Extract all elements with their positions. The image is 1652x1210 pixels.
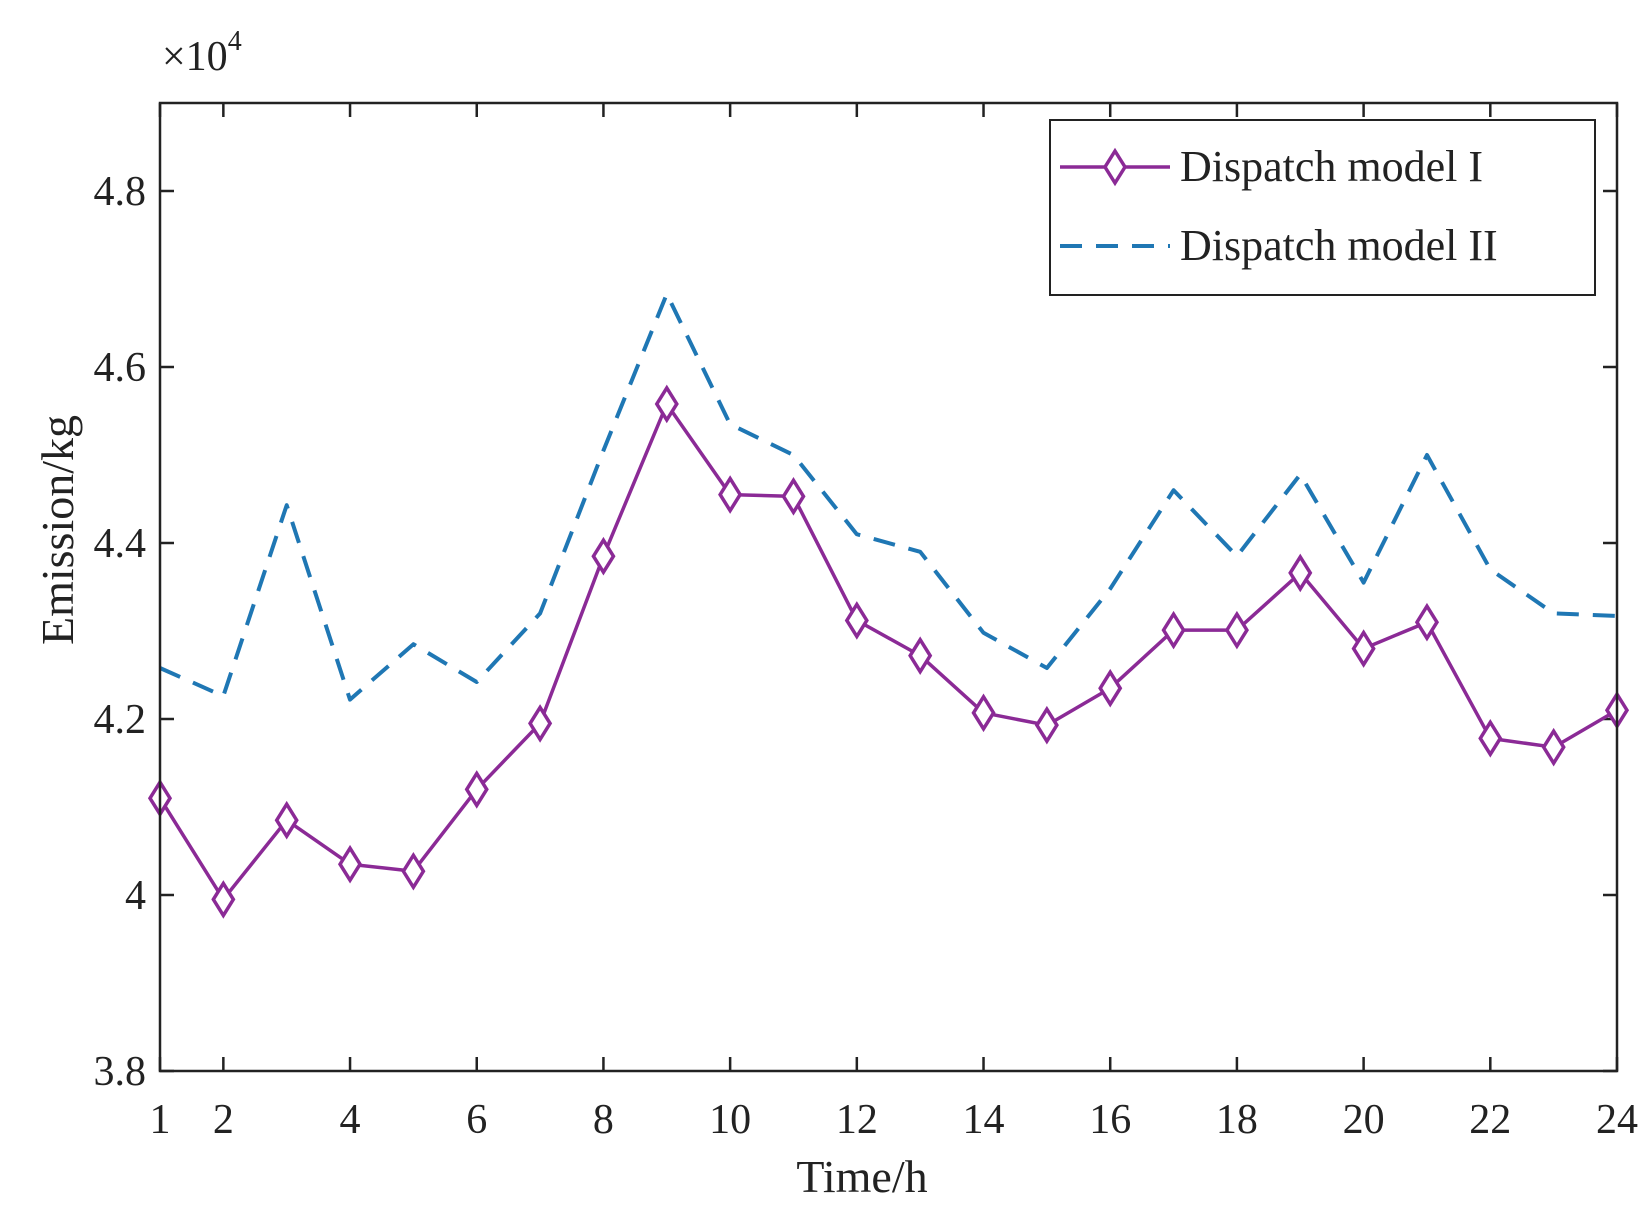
data-point-dispatch-model-1	[1351, 629, 1376, 668]
data-point-dispatch-model-1	[718, 475, 743, 514]
data-point-dispatch-model-1	[1478, 719, 1503, 758]
x-tick-label: 16	[1089, 1097, 1131, 1143]
x-tick-label: 14	[963, 1097, 1005, 1143]
data-point-dispatch-model-1	[844, 601, 869, 640]
x-tick-label: 1	[150, 1097, 171, 1143]
y-tick-label: 4.2	[94, 697, 147, 743]
series-line-dispatch-model-2	[159, 292, 1618, 702]
x-axis-ticks: 1 2 4 6 8 10 12 14 16 18 20 22 24	[150, 103, 1638, 1143]
data-point-dispatch-model-1	[274, 800, 299, 840]
x-tick-label: 2	[213, 1097, 234, 1143]
data-point-dispatch-model-1	[464, 770, 489, 809]
legend-label-model-2: Dispatch model II	[1180, 221, 1498, 270]
y-axis-ticks: 3.8 4 4.2 4.4 4.6 4.8	[94, 169, 1617, 1095]
y-tick-label: 4.8	[94, 169, 147, 215]
legend: Dispatch model I Dispatch model II	[1049, 119, 1596, 296]
data-point-dispatch-model-1	[971, 693, 996, 733]
data-point-dispatch-model-1	[591, 536, 616, 576]
x-tick-label: 20	[1343, 1097, 1385, 1143]
data-point-dispatch-model-1	[654, 384, 679, 424]
data-point-dispatch-model-1	[908, 636, 933, 675]
data-point-dispatch-model-1	[211, 880, 236, 919]
data-point-dispatch-model-1	[528, 704, 553, 743]
y-scale-label: ×104	[162, 26, 242, 80]
data-point-dispatch-model-1	[401, 851, 426, 891]
legend-box	[1049, 119, 1596, 296]
data-point-dispatch-model-1	[1034, 705, 1059, 745]
data-point-dispatch-model-1	[781, 477, 806, 516]
legend-label-model-1: Dispatch model I	[1180, 142, 1483, 191]
plot-area-frame	[158, 101, 1619, 1073]
series-line-dispatch-model-1	[158, 402, 1618, 902]
legend-marker-model-1	[1102, 147, 1128, 187]
data-point-dispatch-model-1	[1224, 610, 1249, 650]
data-point-dispatch-model-1	[1098, 668, 1123, 708]
y-tick-label: 4	[125, 873, 146, 919]
data-point-dispatch-model-1	[1161, 610, 1186, 650]
x-axis-label: Time/h	[796, 1151, 927, 1202]
x-tick-label: 8	[593, 1097, 614, 1143]
data-point-dispatch-model-1	[1414, 602, 1440, 642]
y-tick-label: 3.8	[94, 1049, 147, 1095]
data-point-dispatch-model-1	[337, 844, 363, 884]
y-axis-label: Emission/kg	[32, 415, 83, 645]
data-point-dispatch-model-1	[1541, 727, 1566, 767]
x-tick-label: 24	[1596, 1097, 1638, 1143]
y-tick-label: 4.4	[94, 521, 147, 567]
x-tick-label: 18	[1216, 1097, 1258, 1143]
x-tick-label: 12	[836, 1097, 878, 1143]
x-tick-label: 6	[466, 1097, 487, 1143]
y-tick-label: 4.6	[94, 345, 147, 391]
x-tick-label: 4	[340, 1097, 361, 1143]
x-tick-label: 10	[709, 1097, 751, 1143]
data-point-dispatch-model-1	[1288, 553, 1313, 593]
series-layer	[147, 292, 1630, 919]
x-tick-label: 22	[1469, 1097, 1511, 1143]
